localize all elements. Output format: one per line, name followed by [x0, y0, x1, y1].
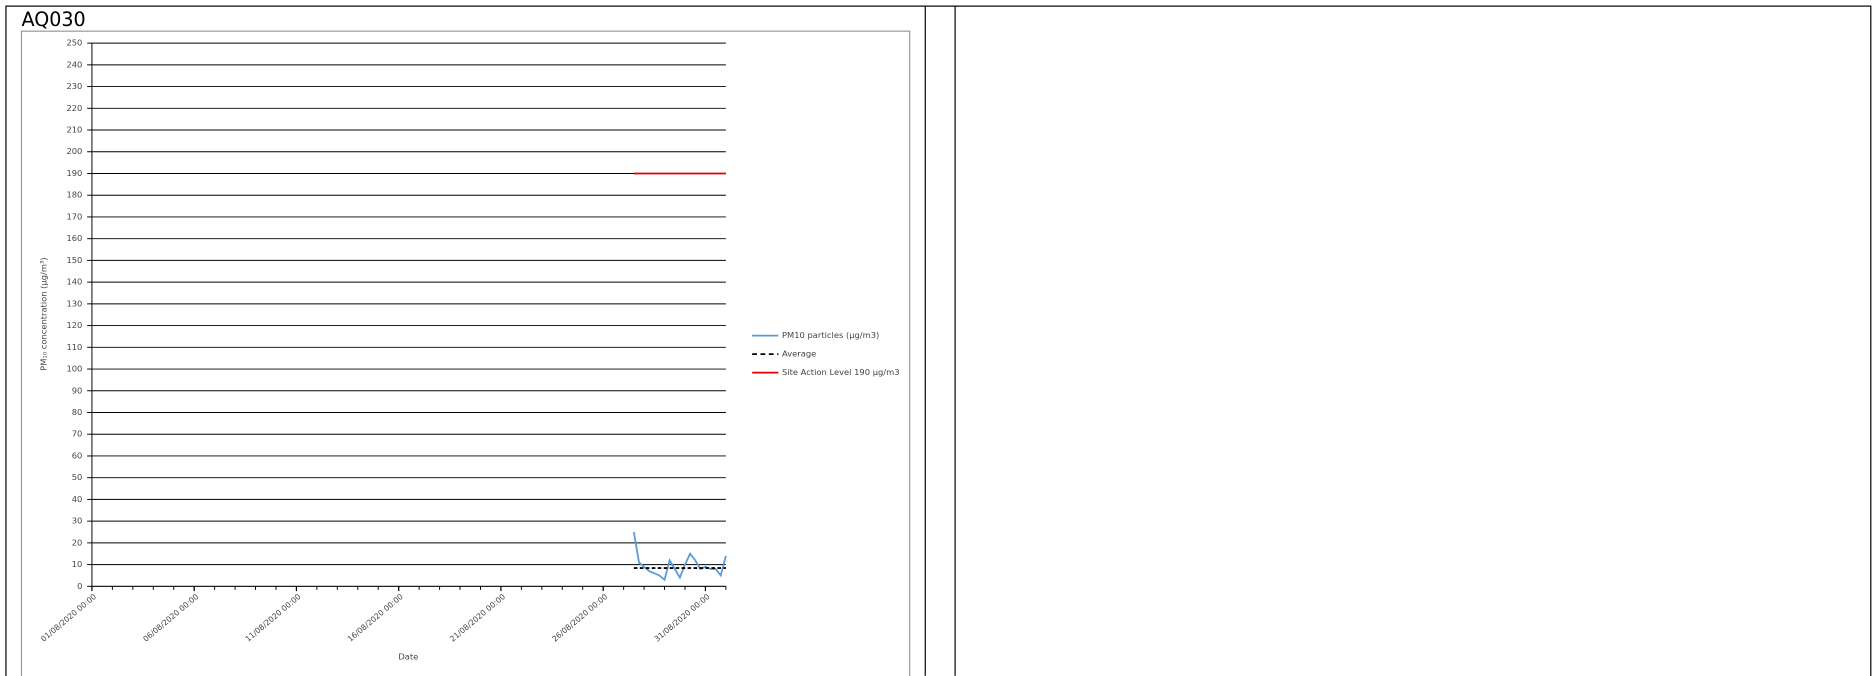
y-tick-label: 220: [66, 103, 82, 113]
table-border: [5, 5, 1872, 676]
y-tick-label: 90: [72, 385, 83, 395]
y-tick-label: 170: [66, 211, 82, 221]
legend-label: PM10 particles (µg/m3): [782, 330, 879, 340]
chart-frame: [20, 30, 911, 676]
y-tick-label: 120: [66, 320, 82, 330]
y-tick-label: 100: [66, 364, 82, 374]
legend-label: Average: [782, 349, 816, 359]
y-tick-label: 60: [72, 450, 83, 460]
y-axis-title: PM₁₀ concentration (µg/m³): [39, 257, 49, 370]
station-label: AQ030: [21, 8, 85, 31]
y-tick-label: 210: [66, 125, 82, 135]
y-tick-label: 230: [66, 81, 82, 91]
y-tick-label: 130: [66, 298, 82, 308]
y-tick-label: 80: [72, 407, 83, 417]
y-tick-label: 110: [66, 342, 82, 352]
series-line: [632, 531, 727, 582]
legend-label: Site Action Level 190 µg/m3: [782, 367, 900, 377]
y-tick-label: 250: [66, 38, 82, 48]
y-tick-label: 200: [66, 146, 82, 156]
y-tick-label: 150: [66, 255, 82, 265]
y-tick-label: 190: [66, 168, 82, 178]
y-tick-label: 0: [77, 581, 82, 591]
y-tick-label: 70: [72, 429, 83, 439]
y-tick-label: 160: [66, 233, 82, 243]
y-tick-label: 180: [66, 190, 82, 200]
y-tick-label: 140: [66, 277, 82, 287]
y-tick-label: 10: [72, 559, 83, 569]
y-tick-label: 40: [72, 494, 83, 504]
y-tick-label: 240: [66, 59, 82, 69]
y-tick-label: 20: [72, 537, 83, 547]
x-axis-title: Date: [398, 651, 418, 661]
y-tick-label: 50: [72, 472, 83, 482]
y-tick-label: 30: [72, 516, 83, 526]
